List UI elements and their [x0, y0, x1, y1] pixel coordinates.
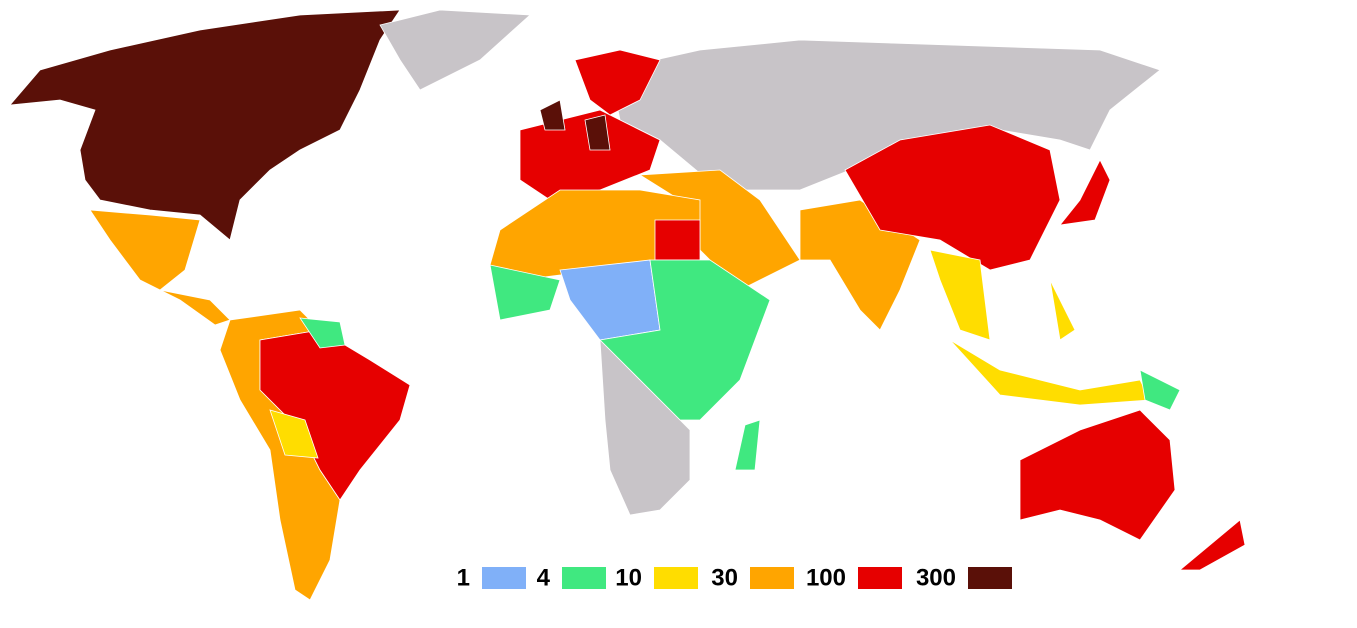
legend-label: 1 — [457, 564, 470, 591]
legend-label: 10 — [615, 564, 642, 591]
china — [844, 124, 1061, 271]
indonesia — [949, 339, 1151, 406]
new-zealand — [1178, 519, 1246, 571]
legend-swatch — [562, 567, 606, 589]
guianas — [299, 317, 346, 349]
philippines — [1049, 279, 1076, 341]
legend: 1 4 10 30 100 300 — [457, 564, 1012, 591]
greenland — [379, 9, 531, 91]
bolivia — [269, 409, 319, 459]
legend-swatch — [482, 567, 526, 589]
central-africa — [559, 259, 661, 341]
legend-swatch — [968, 567, 1012, 589]
japan — [1059, 159, 1111, 226]
legend-label: 300 — [916, 564, 956, 591]
legend-label: 100 — [806, 564, 846, 591]
scandinavia — [574, 49, 661, 116]
legend-swatch — [750, 567, 794, 589]
southeast-asia — [929, 249, 991, 341]
egypt — [654, 219, 701, 261]
regions — [9, 9, 1246, 601]
papua-new-guinea — [1139, 369, 1181, 411]
legend-swatch — [858, 567, 902, 589]
north-america — [9, 9, 401, 241]
legend-swatch — [654, 567, 698, 589]
australia — [1019, 409, 1176, 541]
west-africa — [489, 264, 561, 321]
germany — [584, 114, 611, 151]
southern-africa — [599, 338, 691, 516]
uk — [539, 99, 566, 131]
madagascar — [734, 419, 761, 471]
legend-label: 30 — [711, 564, 738, 591]
legend-label: 4 — [537, 564, 551, 591]
central-america — [89, 209, 231, 326]
